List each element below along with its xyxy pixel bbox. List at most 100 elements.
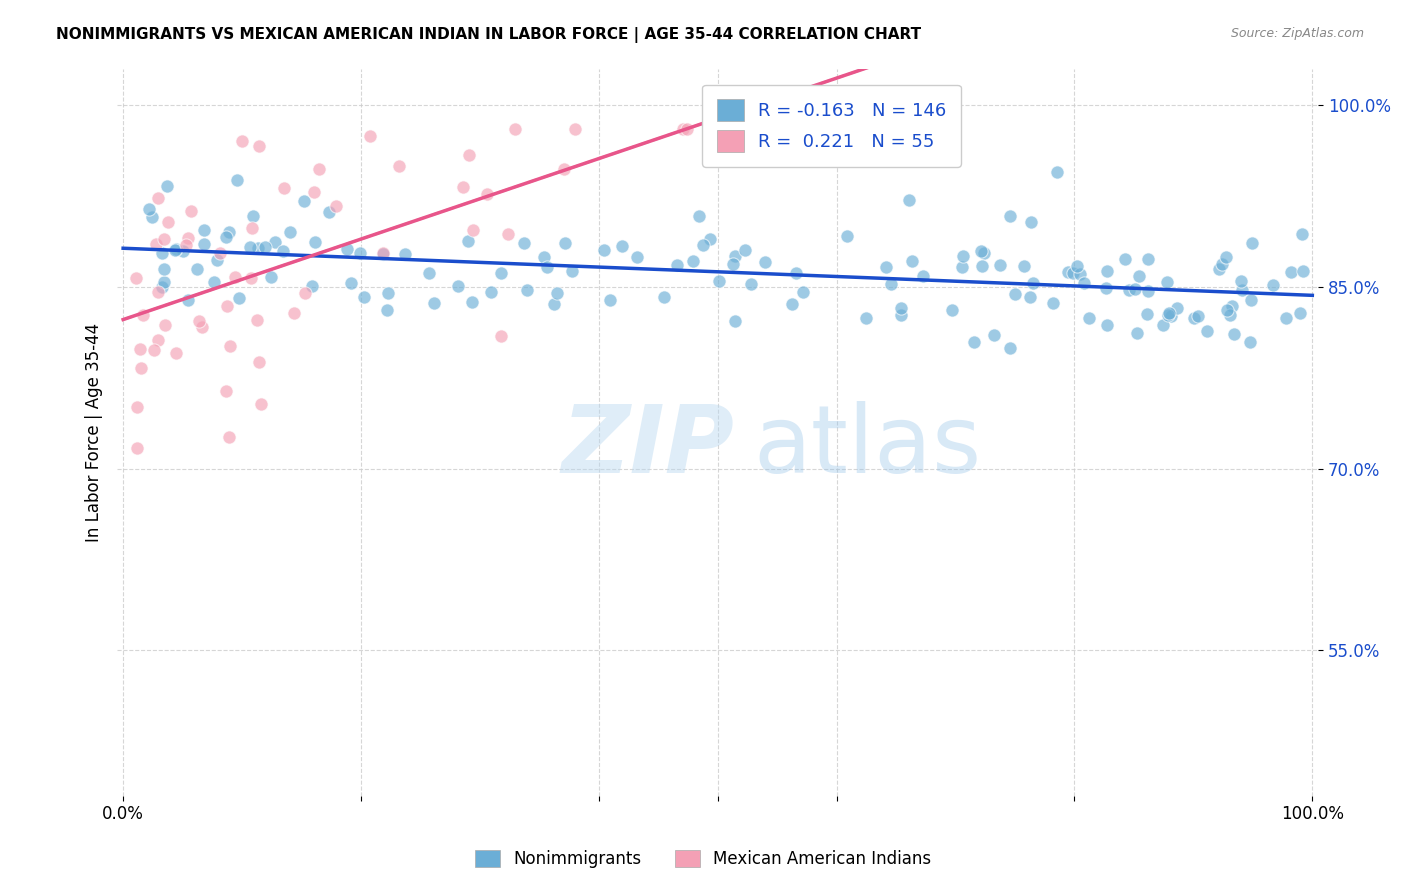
Point [1095,263,1118,277]
Point [1157,306,1180,320]
Point [1187,309,1209,323]
Point [721,256,744,270]
Point [734,243,756,257]
Point [475,186,498,201]
Point [247,138,270,153]
Point [202,275,225,289]
Point [724,314,747,328]
Point [180,204,202,219]
Point [353,290,375,304]
Point [890,308,912,322]
Point [1073,276,1095,290]
Point [1152,318,1174,333]
Point [240,221,263,235]
Legend: R = -0.163   N = 146, R =  0.221   N = 55: R = -0.163 N = 146, R = 0.221 N = 55 [702,85,960,167]
Point [785,266,807,280]
Point [835,228,858,243]
Point [1220,299,1243,313]
Point [146,191,169,205]
Point [138,202,160,216]
Point [1160,310,1182,324]
Point [145,236,167,251]
Point [228,291,250,305]
Point [1046,164,1069,178]
Point [165,243,187,257]
Point [155,318,177,333]
Point [988,259,1011,273]
Point [125,400,148,414]
Point [626,250,648,264]
Point [699,232,721,246]
Point [457,234,479,248]
Point [1166,301,1188,315]
Text: Source: ZipAtlas.com: Source: ZipAtlas.com [1230,27,1364,40]
Point [177,231,200,245]
Point [1123,282,1146,296]
Point [193,222,215,236]
Point [150,280,173,294]
Point [125,271,148,285]
Point [780,297,803,311]
Point [260,270,283,285]
Point [952,249,974,263]
Point [423,296,446,310]
Point [666,258,689,272]
Point [513,235,536,250]
Point [1230,283,1253,297]
Point [186,261,208,276]
Point [1118,283,1140,297]
Point [143,343,166,357]
Point [489,266,512,280]
Point [325,199,347,213]
Point [900,253,922,268]
Point [890,301,912,315]
Point [880,277,903,291]
Point [561,264,583,278]
Point [339,277,361,291]
Point [294,285,316,300]
Y-axis label: In Labor Force | Age 35-44: In Labor Force | Age 35-44 [86,323,103,541]
Point [146,285,169,299]
Point [897,193,920,207]
Point [1261,277,1284,292]
Point [553,162,575,177]
Point [533,250,555,264]
Point [1004,286,1026,301]
Point [855,311,877,326]
Point [359,129,381,144]
Point [336,242,359,256]
Point [308,162,330,177]
Point [970,244,993,258]
Point [724,249,747,263]
Point [676,122,699,136]
Point [672,122,695,136]
Point [271,244,294,259]
Point [1240,235,1263,250]
Point [707,274,730,288]
Point [546,285,568,300]
Point [172,244,194,258]
Point [246,313,269,327]
Point [156,178,179,193]
Point [950,260,973,275]
Point [711,152,734,166]
Point [461,223,484,237]
Point [128,342,150,356]
Point [1289,306,1312,320]
Point [1156,275,1178,289]
Point [129,361,152,376]
Point [754,255,776,269]
Point [515,283,537,297]
Point [682,254,704,268]
Point [983,327,1005,342]
Point [479,285,502,300]
Point [998,341,1021,355]
Point [688,210,710,224]
Point [163,244,186,258]
Point [963,334,986,349]
Point [377,286,399,301]
Point [998,210,1021,224]
Point [652,290,675,304]
Point [127,441,149,455]
Point [1239,335,1261,350]
